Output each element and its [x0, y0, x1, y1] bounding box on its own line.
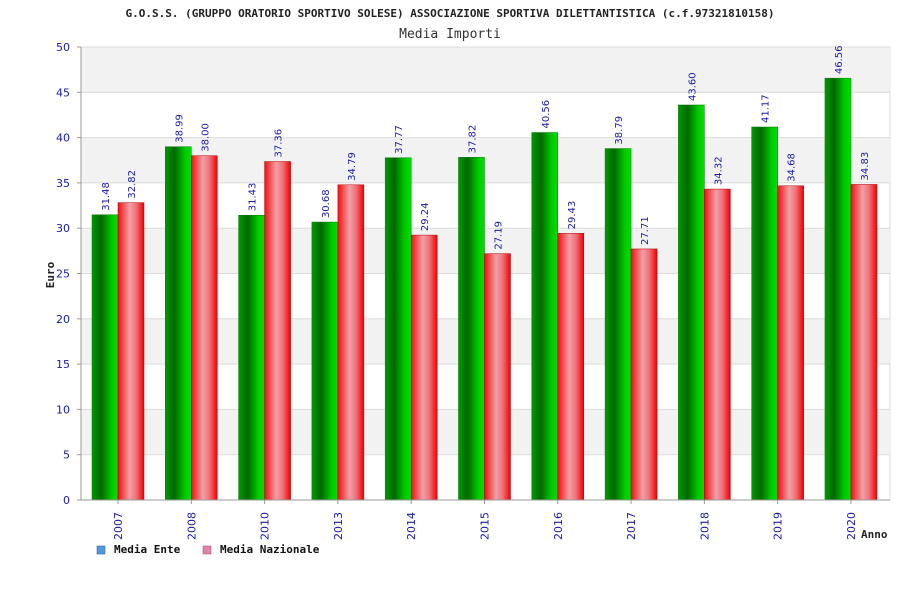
legend-label-media-nazionale: Media Nazionale — [220, 543, 320, 556]
y-tick-label: 35 — [56, 177, 70, 190]
x-axis-ticks: 2007 2008 2010 2013 2014 2015 2016 2017 2018 2019… — [112, 500, 858, 540]
y-tick-label: 15 — [56, 358, 70, 371]
bar-media-nazionale-2007 — [117, 202, 145, 501]
data-label-media-nazionale-2014: 29.24 — [420, 202, 431, 231]
legend-swatch-media-ente — [96, 545, 106, 555]
bar-media-ente-2017 — [604, 148, 632, 501]
x-tick-label-2018: 2018 — [698, 512, 711, 540]
data-label-media-nazionale-2015: 27.19 — [493, 221, 504, 250]
bar-media-ente-2013 — [311, 221, 339, 501]
data-label-media-ente-2019: 41.17 — [761, 94, 772, 123]
bar-media-nazionale-2018 — [704, 188, 731, 501]
bar-media-nazionale-2013 — [337, 184, 365, 501]
x-tick-label-2015: 2015 — [478, 512, 491, 540]
x-tick-label-2019: 2019 — [772, 512, 785, 540]
bar-media-nazionale-2019 — [777, 185, 804, 501]
x-tick-label-2014: 2014 — [405, 512, 418, 540]
data-labels: 31.48 32.82 38.99 38.00 31.43 37.36 30.68 34.79… — [101, 46, 871, 250]
data-label-media-ente-2013: 30.68 — [321, 189, 332, 218]
x-tick-label-2008: 2008 — [185, 512, 198, 540]
bar-media-nazionale-2020 — [850, 184, 878, 501]
y-tick-label: 25 — [56, 268, 70, 281]
bar-media-nazionale-2008 — [191, 155, 218, 501]
bar-media-ente-2015 — [458, 157, 485, 501]
bar-media-nazionale-2016 — [557, 233, 585, 501]
bar-media-nazionale-2014 — [410, 234, 438, 501]
data-label-media-nazionale-2007: 32.82 — [127, 170, 138, 199]
data-label-media-nazionale-2018: 34.32 — [713, 156, 724, 185]
bar-media-nazionale-2010 — [264, 161, 291, 501]
bar-media-nazionale-2017 — [630, 248, 658, 501]
y-tick-label: 30 — [56, 222, 70, 235]
bar-media-ente-2007 — [91, 214, 119, 501]
bar-media-ente-2010 — [238, 214, 265, 501]
bar-media-ente-2019 — [751, 126, 778, 501]
x-tick-label-2016: 2016 — [552, 512, 565, 540]
data-label-media-nazionale-2010: 37.36 — [274, 129, 285, 158]
plot-band — [81, 47, 890, 93]
x-tick-label-2013: 2013 — [332, 512, 345, 540]
chart-subtitle: Media Importi — [399, 27, 501, 42]
data-label-media-nazionale-2008: 38.00 — [200, 123, 211, 152]
data-label-media-ente-2016: 40.56 — [541, 100, 552, 129]
data-label-media-ente-2008: 38.99 — [174, 114, 185, 143]
y-tick-label: 5 — [63, 449, 70, 462]
legend-label-media-ente: Media Ente — [114, 543, 181, 556]
y-axis-label: Euro — [44, 261, 57, 288]
bar-media-ente-2014 — [384, 157, 412, 501]
data-label-media-ente-2014: 37.77 — [394, 125, 405, 154]
x-tick-label-2010: 2010 — [259, 512, 272, 540]
bar-media-ente-2018 — [678, 104, 705, 501]
data-label-media-nazionale-2020: 34.83 — [860, 152, 871, 181]
legend-swatch-media-nazionale — [202, 545, 212, 555]
y-axis-ticks: 0 5 10 15 20 25 30 35 40 45 50 — [56, 41, 81, 507]
bar-media-ente-2016 — [531, 132, 559, 501]
data-label-media-ente-2010: 31.43 — [248, 183, 259, 212]
y-tick-label: 10 — [56, 403, 70, 416]
chart-title: G.O.S.S. (GRUPPO ORATORIO SPORTIVO SOLES… — [125, 7, 774, 20]
data-label-media-nazionale-2019: 34.68 — [787, 153, 798, 182]
x-tick-label-2020: 2020 — [845, 512, 858, 540]
y-tick-label: 50 — [56, 41, 70, 54]
bar-media-ente-2020 — [824, 77, 852, 501]
legend: Media Ente Media Nazionale — [96, 543, 320, 556]
y-tick-label: 40 — [56, 132, 70, 145]
x-axis-label: Anno — [861, 528, 888, 541]
data-label-media-ente-2020: 46.56 — [834, 46, 845, 75]
data-label-media-ente-2007: 31.48 — [101, 182, 112, 211]
data-label-media-nazionale-2013: 34.79 — [347, 152, 358, 181]
y-tick-label: 45 — [56, 86, 70, 99]
bar-media-nazionale-2015 — [484, 253, 511, 501]
y-tick-label: 20 — [56, 313, 70, 326]
x-tick-label-2007: 2007 — [112, 512, 125, 540]
x-tick-label-2017: 2017 — [625, 512, 638, 540]
data-label-media-ente-2018: 43.60 — [687, 72, 698, 101]
y-tick-label: 0 — [63, 494, 70, 507]
data-label-media-ente-2015: 37.82 — [467, 125, 478, 154]
bars — [91, 77, 878, 501]
bar-media-ente-2008 — [165, 146, 192, 501]
data-label-media-nazionale-2017: 27.71 — [640, 216, 651, 245]
data-label-media-nazionale-2016: 29.43 — [567, 201, 578, 230]
data-label-media-ente-2017: 38.79 — [614, 116, 625, 145]
